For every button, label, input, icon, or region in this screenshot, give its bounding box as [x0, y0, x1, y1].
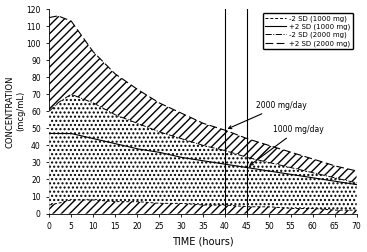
Legend: -2 SD (1000 mg), +2 SD (1000 mg), -2 SD (2000 mg), +2 SD (2000 mg): -2 SD (1000 mg), +2 SD (1000 mg), -2 SD …	[263, 13, 353, 49]
Y-axis label: CONCENTRATION
(mcg/mL): CONCENTRATION (mcg/mL)	[6, 75, 25, 148]
Text: 1000 mg/day: 1000 mg/day	[250, 125, 324, 165]
Text: 2000 mg/day: 2000 mg/day	[229, 101, 306, 129]
X-axis label: TIME (hours): TIME (hours)	[172, 236, 234, 246]
